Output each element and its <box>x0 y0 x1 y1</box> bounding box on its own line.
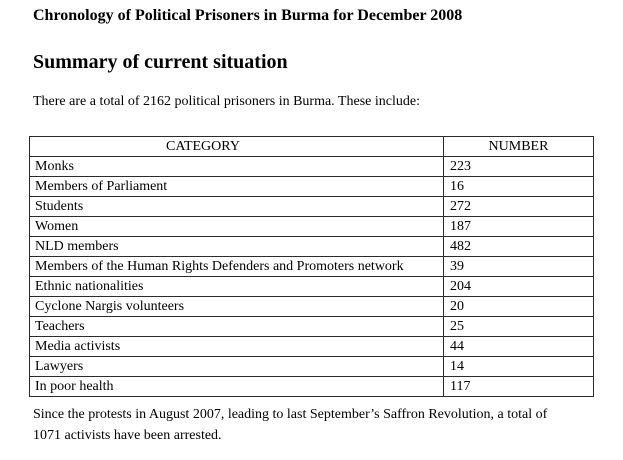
number-cell: 39 <box>443 256 594 277</box>
table-header-row: CATEGORY NUMBER <box>29 136 594 157</box>
table-row: Teachers 25 <box>29 316 594 337</box>
table-row: Women 187 <box>29 216 594 237</box>
number-cell: 223 <box>443 156 594 177</box>
closing-text-line: Since the protests in August 2007, leadi… <box>33 407 548 422</box>
table-row: Media activists 44 <box>29 336 594 357</box>
number-cell: 204 <box>443 276 594 297</box>
number-cell: 25 <box>443 316 594 337</box>
number-cell: 16 <box>443 176 594 197</box>
closing-text: Since the protests in August 2007, leadi… <box>33 404 547 446</box>
category-cell: NLD members <box>29 236 444 257</box>
category-cell: Members of Parliament <box>29 176 444 197</box>
category-cell: Ethnic nationalities <box>29 276 444 297</box>
table-row: Members of the Human Rights Defenders an… <box>29 256 594 277</box>
category-cell: Lawyers <box>29 356 444 377</box>
table-row: Members of Parliament 16 <box>29 176 594 197</box>
number-cell: 482 <box>443 236 594 257</box>
closing-text-line: 1071 activists have been arrested. <box>33 428 222 443</box>
category-cell: Teachers <box>29 316 444 337</box>
category-cell: Women <box>29 216 444 237</box>
category-cell: Monks <box>29 156 444 177</box>
category-cell: In poor health <box>29 376 444 397</box>
column-header-number: NUMBER <box>443 136 594 157</box>
table-row: Students 272 <box>29 196 594 217</box>
table-row: Ethnic nationalities 204 <box>29 276 594 297</box>
number-cell: 272 <box>443 196 594 217</box>
number-cell: 14 <box>443 356 594 377</box>
intro-text: There are a total of 2162 political pris… <box>33 94 420 109</box>
table-row: In poor health 117 <box>29 376 594 397</box>
category-cell: Media activists <box>29 336 444 357</box>
column-header-category: CATEGORY <box>29 136 444 157</box>
section-heading: Summary of current situation <box>33 51 288 73</box>
table-row: Monks 223 <box>29 156 594 177</box>
number-cell: 44 <box>443 336 594 357</box>
number-cell: 187 <box>443 216 594 237</box>
number-cell: 117 <box>443 376 594 397</box>
table-row: Cyclone Nargis volunteers 20 <box>29 296 594 317</box>
prisoners-table: CATEGORY NUMBER Monks 223 Members of Parli… <box>29 136 594 397</box>
category-cell: Cyclone Nargis volunteers <box>29 296 444 317</box>
category-cell: Members of the Human Rights Defenders an… <box>29 256 444 277</box>
document-title: Chronology of Political Prisoners in Bur… <box>33 7 463 24</box>
number-cell: 20 <box>443 296 594 317</box>
category-cell: Students <box>29 196 444 217</box>
table-row: Lawyers 14 <box>29 356 594 377</box>
table-row: NLD members 482 <box>29 236 594 257</box>
